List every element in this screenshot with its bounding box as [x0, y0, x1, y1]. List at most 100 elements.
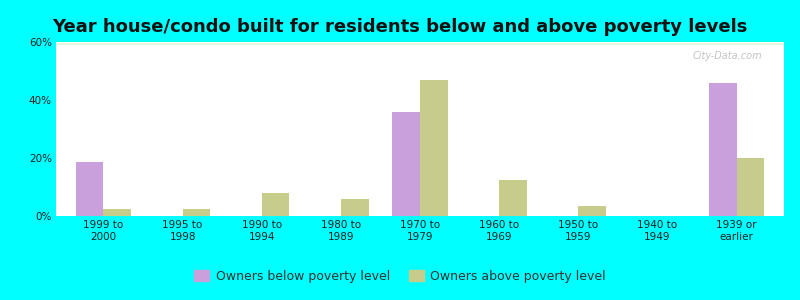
Bar — [56, 44, 784, 45]
Bar — [56, 42, 784, 44]
Bar — [737, 158, 764, 216]
Text: City-Data.com: City-Data.com — [693, 51, 762, 61]
Bar — [56, 43, 784, 45]
Bar — [56, 43, 784, 45]
Bar — [56, 44, 784, 45]
Bar — [56, 44, 784, 45]
Bar — [56, 43, 784, 45]
Bar — [56, 44, 784, 45]
Bar — [56, 44, 784, 45]
Bar — [56, 42, 784, 44]
Bar — [56, 43, 784, 45]
Bar — [56, 42, 784, 44]
Bar — [56, 44, 784, 45]
Bar — [56, 43, 784, 45]
Bar — [56, 43, 784, 44]
Bar — [56, 44, 784, 45]
Bar — [56, 42, 784, 44]
Bar — [56, 43, 784, 45]
Bar — [56, 43, 784, 44]
Bar — [56, 44, 784, 45]
Bar — [56, 43, 784, 45]
Bar — [56, 43, 784, 44]
Bar — [56, 44, 784, 45]
Bar — [56, 43, 784, 44]
Bar — [56, 43, 784, 45]
Bar — [56, 44, 784, 45]
Bar — [56, 43, 784, 45]
Bar — [56, 42, 784, 44]
Bar — [56, 43, 784, 45]
Bar — [56, 42, 784, 44]
Bar — [56, 42, 784, 44]
Bar — [56, 43, 784, 45]
Bar — [56, 43, 784, 45]
Bar — [56, 43, 784, 44]
Bar — [56, 43, 784, 45]
Bar — [709, 82, 737, 216]
Bar — [56, 43, 784, 45]
Bar — [56, 44, 784, 45]
Bar — [56, 43, 784, 45]
Bar — [56, 44, 784, 45]
Bar — [56, 43, 784, 44]
Bar — [76, 162, 103, 216]
Bar — [56, 42, 784, 44]
Bar — [341, 199, 369, 216]
Bar — [578, 206, 606, 216]
Text: Year house/condo built for residents below and above poverty levels: Year house/condo built for residents bel… — [52, 18, 748, 36]
Bar — [56, 43, 784, 44]
Bar — [56, 43, 784, 44]
Bar — [56, 42, 784, 44]
Bar — [56, 43, 784, 45]
Bar — [56, 43, 784, 45]
Bar — [56, 43, 784, 45]
Bar — [56, 43, 784, 44]
Legend: Owners below poverty level, Owners above poverty level: Owners below poverty level, Owners above… — [190, 265, 610, 288]
Bar — [56, 43, 784, 45]
Bar — [103, 209, 131, 216]
Bar — [56, 43, 784, 45]
Bar — [56, 43, 784, 44]
Bar — [182, 209, 210, 216]
Bar — [56, 44, 784, 45]
Bar — [56, 44, 784, 45]
Bar — [420, 80, 448, 216]
Bar — [56, 42, 784, 44]
Bar — [56, 43, 784, 44]
Bar — [56, 42, 784, 44]
Bar — [56, 43, 784, 44]
Bar — [56, 43, 784, 45]
Bar — [499, 180, 527, 216]
Bar — [56, 42, 784, 44]
Bar — [56, 43, 784, 44]
Bar — [56, 44, 784, 45]
Bar — [56, 43, 784, 45]
Bar — [56, 42, 784, 44]
Bar — [56, 44, 784, 45]
Bar — [56, 43, 784, 45]
Bar — [56, 42, 784, 44]
Bar — [56, 44, 784, 45]
Bar — [392, 112, 420, 216]
Bar — [56, 43, 784, 45]
Bar — [56, 43, 784, 44]
Bar — [56, 42, 784, 44]
Bar — [56, 43, 784, 45]
Bar — [56, 43, 784, 44]
Bar — [56, 44, 784, 45]
Bar — [56, 43, 784, 45]
Bar — [56, 44, 784, 45]
Bar — [56, 42, 784, 44]
Bar — [56, 42, 784, 44]
Bar — [56, 43, 784, 44]
Bar — [56, 43, 784, 45]
Bar — [56, 42, 784, 44]
Bar — [56, 42, 784, 44]
Bar — [56, 43, 784, 45]
Bar — [56, 42, 784, 44]
Bar — [56, 43, 784, 44]
Bar — [56, 44, 784, 45]
Bar — [56, 43, 784, 44]
Bar — [56, 42, 784, 44]
